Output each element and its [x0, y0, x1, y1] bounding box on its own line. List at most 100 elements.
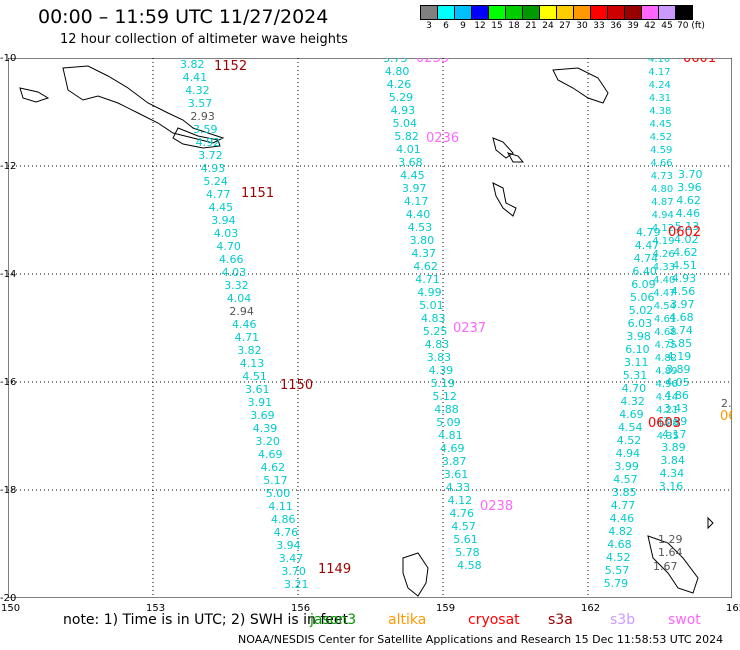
coastline [492, 137, 514, 159]
pass-label: 1152 [214, 59, 247, 74]
swh-value: 3.94 [211, 214, 236, 227]
swh-value: 4.41 [183, 71, 208, 84]
swh-value: 4.39 [429, 364, 454, 377]
swh-value: 3.47 [279, 552, 304, 565]
swh-value: 3.73 [383, 58, 408, 65]
legend-label: 39 [627, 21, 639, 31]
legend-swatch [437, 5, 455, 20]
swh-value: 4.11 [268, 500, 293, 513]
swh-value: 4.05 [665, 376, 690, 389]
swh-value: 4.56 [671, 285, 696, 298]
legend-swatch [556, 5, 574, 20]
satellite-label: s3a [548, 612, 573, 628]
swh-value: 1.29 [658, 533, 683, 546]
swh-value: 4.33 [446, 481, 471, 494]
swh-value: 4.93 [391, 104, 416, 117]
swh-value: 3.68 [398, 156, 423, 169]
swh-value: 4.79 [636, 226, 661, 239]
swh-value: 4.87 [651, 197, 673, 208]
swh-value: 4.70 [216, 240, 241, 253]
swh-value: 4.94 [652, 210, 674, 221]
coastline [19, 87, 50, 103]
satellite-label: jason3 [310, 612, 357, 628]
swh-value: 6.03 [628, 317, 653, 330]
swh-value: 4.14 [656, 392, 678, 403]
page-title: 00:00 – 11:59 UTC 11/27/2024 [38, 6, 329, 28]
swh-value: 4.51 [672, 259, 697, 272]
swh-value: 3.11 [624, 356, 649, 369]
swh-value: 4.35 [657, 431, 679, 442]
latitude-tick: -14 [0, 269, 17, 280]
legend-swatch [590, 5, 608, 20]
legend-label: 70 (ft) [677, 21, 705, 31]
swh-value: 4.59 [650, 145, 672, 156]
swh-value: 3.61 [444, 468, 469, 481]
legend-swatch [420, 5, 438, 20]
pass-label: 0602 [668, 225, 701, 240]
swh-value: 1.64 [658, 546, 683, 559]
swh-value: 4.62 [261, 461, 286, 474]
swh-value: 4.12 [652, 223, 674, 234]
swh-value: 3.16 [659, 480, 684, 493]
latitude-tick: -12 [0, 161, 17, 172]
swh-value: 4.82 [655, 353, 677, 364]
swh-value: 3.32 [224, 279, 249, 292]
swh-value: 3.96 [677, 181, 702, 194]
swh-value: 4.69 [258, 448, 283, 461]
swh-value: 3.70 [678, 168, 703, 181]
swh-value: 4.39 [253, 422, 277, 435]
swh-value: 5.79 [604, 577, 629, 590]
longitude-tick: 150 [1, 603, 21, 614]
legend-label: 33 [593, 21, 605, 31]
swh-value: 3.89 [666, 363, 691, 376]
longitude-tick: 159 [436, 603, 456, 614]
latitude-tick: -16 [0, 377, 17, 388]
pass-label: 06 [720, 409, 732, 424]
swh-value: 3.80 [410, 234, 435, 247]
swh-value: 4.52 [606, 551, 631, 564]
swh-value: 4.46 [676, 207, 701, 220]
swh-value: 4.76 [450, 507, 475, 520]
swh-value: 3.21 [284, 578, 309, 591]
swh-value: 3.59 [193, 123, 218, 136]
legend-label: 12 [474, 21, 486, 31]
swh-value: 4.92 [196, 136, 221, 149]
swh-value: 5.09 [436, 416, 461, 429]
swh-value: 4.70 [622, 382, 647, 395]
swh-value: 3.85 [612, 486, 637, 499]
swh-value: 4.71 [235, 331, 260, 344]
swh-value: 4.51 [242, 370, 267, 383]
swh-value: 4.32 [185, 84, 210, 97]
swh-value: 5.13 [675, 220, 700, 233]
latitude-tick: -10 [0, 53, 17, 64]
swh-value: 5.02 [629, 304, 654, 317]
legend-swatch [624, 5, 642, 20]
swh-value: 4.40 [653, 275, 675, 286]
pass-label: 0235 [416, 58, 449, 66]
swh-value: 4.03 [222, 266, 247, 279]
legend-label: 45 [661, 21, 673, 31]
swh-value: 4.96 [656, 379, 678, 390]
swh-value: 6.40 [632, 265, 657, 278]
swh-value: 4.10 [648, 58, 670, 65]
swh-value: 4.45 [209, 201, 234, 214]
swh-value: 3.72 [198, 149, 223, 162]
swh-value: 4.99 [417, 286, 442, 299]
swh-value: 4.03 [214, 227, 239, 240]
swh-value: 6.09 [631, 278, 656, 291]
legend-label: 21 [525, 21, 537, 31]
swh-value: 4.26 [387, 78, 412, 91]
swh-value: 3.89 [663, 415, 688, 428]
swh-value: 4.19 [667, 350, 692, 363]
swh-value: 2.94 [229, 305, 254, 318]
swh-value: 5.01 [419, 299, 444, 312]
swh-value: 5.78 [455, 546, 480, 559]
swh-value: 4.38 [649, 106, 671, 117]
swh-value: 4.46 [232, 318, 257, 331]
coastline [506, 152, 525, 163]
longitude-tick: 165 [726, 603, 740, 614]
swh-value: 4.82 [608, 525, 633, 538]
swh-value: 3.98 [626, 330, 651, 343]
swh-value: 4.73 [651, 171, 673, 182]
pass-label: 0601 [683, 58, 716, 66]
